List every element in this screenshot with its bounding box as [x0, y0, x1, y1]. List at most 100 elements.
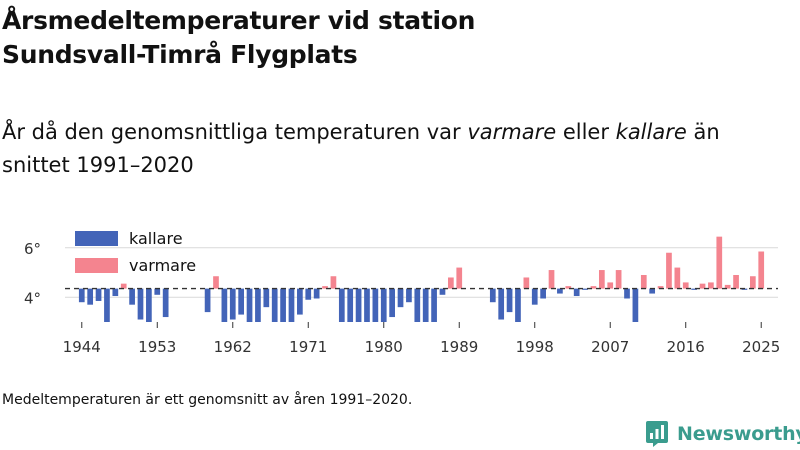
- x-tick-label: 1998: [516, 338, 554, 356]
- bar-warmer-year: [699, 283, 706, 289]
- bar-colder-year: [531, 288, 538, 305]
- bar-colder-year: [372, 288, 379, 322]
- bar-colder-year: [557, 288, 563, 294]
- bar-colder-year: [347, 288, 354, 322]
- chart-subtitle: År då den genomsnittliga temperaturen va…: [2, 116, 792, 182]
- bar-colder-year: [649, 288, 656, 294]
- brand-logo: Newsworthy: [645, 420, 800, 448]
- bar-warmer-year: [674, 267, 681, 289]
- bar-colder-year: [389, 288, 395, 318]
- bar-warmer-year: [708, 282, 714, 289]
- bar-warmer-year: [590, 286, 597, 289]
- subtitle-warm-word: varmare: [467, 120, 557, 144]
- bar-colder-year: [271, 288, 278, 322]
- bar-colder-year: [87, 288, 94, 305]
- x-tick-label: 1971: [289, 338, 327, 356]
- bar-colder-year: [305, 288, 312, 300]
- bar-colder-year: [280, 288, 286, 322]
- bar-colder-year: [573, 288, 580, 297]
- bar-warmer-year: [548, 270, 555, 289]
- bar-colder-year: [582, 288, 588, 290]
- bar-colder-year: [129, 288, 135, 305]
- bar-colder-year: [364, 288, 370, 322]
- bar-warmer-year: [682, 282, 689, 289]
- bar-colder-year: [414, 288, 421, 322]
- bar-warmer-year: [724, 284, 731, 289]
- bar-colder-year: [313, 288, 320, 299]
- subtitle-text-after: än snittet 1991–2020: [2, 120, 720, 177]
- subtitle-text-middle: eller: [556, 120, 616, 144]
- chart-title: Årsmedeltemperaturer vid station Sundsva…: [2, 4, 782, 72]
- brand-name: Newsworthy: [677, 423, 800, 445]
- bar-colder-year: [515, 288, 521, 322]
- bar-colder-year: [246, 288, 253, 322]
- bar-warmer-year: [716, 236, 723, 289]
- chart-title-line2: Sundsvall-Timrå Flygplats: [2, 40, 358, 69]
- bar-colder-year: [255, 288, 261, 322]
- bar-colder-year: [154, 288, 161, 295]
- x-tick-label: 1944: [63, 338, 101, 356]
- bar-colder-year: [498, 288, 505, 320]
- chart-title-line1: Årsmedeltemperaturer vid station: [2, 6, 476, 35]
- y-tick-label: 6°: [24, 240, 41, 258]
- bar-colder-year: [297, 288, 303, 315]
- bar-colder-year: [78, 288, 85, 303]
- bar-colder-year: [162, 288, 169, 318]
- bar-colder-year: [380, 288, 387, 322]
- bar-colder-year: [397, 288, 404, 308]
- bar-warmer-year: [523, 277, 530, 289]
- bar-colder-year: [506, 288, 513, 313]
- x-tick-label: 1953: [138, 338, 176, 356]
- bar-warmer-year: [322, 286, 328, 289]
- bar-colder-year: [229, 288, 236, 320]
- bar-colder-year: [439, 288, 446, 295]
- bar-colder-year: [431, 288, 437, 322]
- bar-warmer-year: [456, 267, 463, 289]
- bar-colder-year: [137, 288, 144, 320]
- x-tick-label: 1989: [440, 338, 478, 356]
- x-tick-label: 2016: [667, 338, 705, 356]
- bar-colder-year: [489, 288, 496, 303]
- temperature-bar-chart: 4° 6° 1944 1953 1962 1971 1980 1989 1998 2007 2016…: [24, 229, 780, 356]
- y-tick-label: 4°: [24, 289, 41, 307]
- bar-warmer-year: [657, 286, 664, 289]
- bar-colder-year: [204, 288, 211, 313]
- bar-colder-year: [288, 288, 295, 322]
- x-tick-label: 1980: [365, 338, 403, 356]
- bar-warmer-year: [615, 270, 622, 289]
- bar-colder-year: [632, 288, 639, 322]
- bar-warmer-year: [565, 286, 572, 289]
- bar-colder-year: [112, 288, 119, 297]
- x-tick-label: 2007: [591, 338, 629, 356]
- bar-colder-year: [95, 288, 102, 301]
- bar-colder-year: [146, 288, 152, 322]
- newsworthy-logo-icon: [646, 421, 668, 447]
- x-tick-label: 2025: [742, 338, 780, 356]
- bar-warmer-year: [330, 276, 337, 289]
- legend-label-warm: varmare: [129, 256, 196, 275]
- bar-warmer-year: [120, 283, 127, 289]
- bar-colder-year: [540, 288, 546, 299]
- bar-warmer-year: [448, 277, 454, 289]
- subtitle-cold-word: kallare: [615, 120, 687, 144]
- subtitle-text-before: År då den genomsnittliga temperaturen va…: [2, 120, 468, 144]
- bar-colder-year: [422, 288, 429, 322]
- bar-colder-year: [355, 288, 362, 322]
- bar-warmer-year: [666, 252, 672, 289]
- bar-colder-year: [406, 288, 412, 303]
- legend-swatch-cold: [75, 231, 118, 246]
- bar-warmer-year: [213, 276, 219, 289]
- bar-colder-year: [238, 288, 245, 315]
- legend-swatch-warm: [75, 258, 118, 273]
- bar-warmer-year: [758, 251, 765, 289]
- x-tick-label: 1962: [214, 338, 252, 356]
- bar-warmer-year: [598, 270, 605, 289]
- bar-warmer-year: [607, 282, 614, 289]
- bar-warmer-year: [749, 276, 756, 289]
- footnote: Medeltemperaturen är ett genomsnitt av å…: [2, 392, 413, 408]
- bar-colder-year: [104, 288, 110, 322]
- bar-colder-year: [221, 288, 228, 322]
- bar-colder-year: [263, 288, 270, 308]
- bar-warmer-year: [640, 275, 647, 289]
- bar-warmer-year: [733, 275, 739, 289]
